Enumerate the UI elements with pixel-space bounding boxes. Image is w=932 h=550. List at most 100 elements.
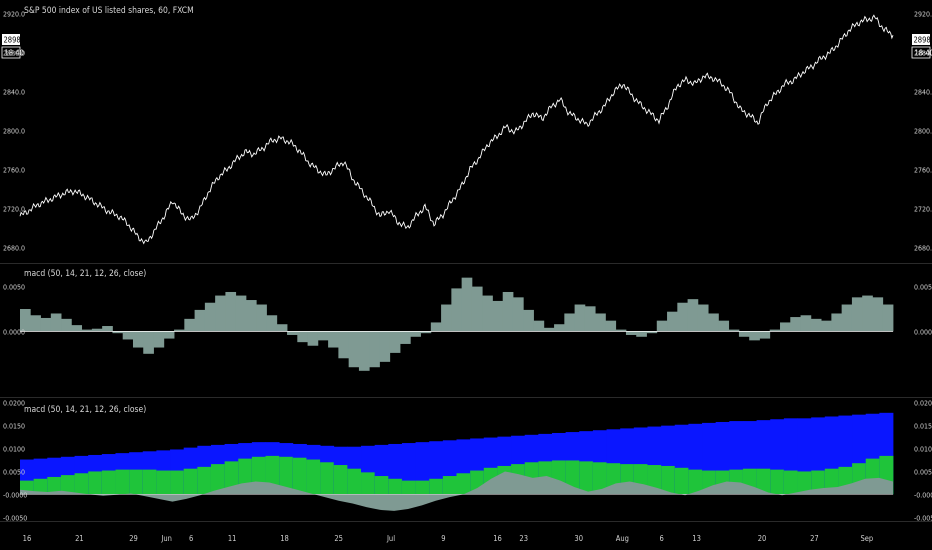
macd-bar[interactable] bbox=[554, 324, 565, 332]
green-band-step[interactable] bbox=[115, 469, 130, 495]
macd-bar[interactable] bbox=[759, 331, 771, 339]
macd-bar[interactable] bbox=[851, 297, 863, 332]
price-pane[interactable] bbox=[19, 14, 894, 245]
green-band-step[interactable] bbox=[415, 480, 430, 495]
time-axis[interactable]: 16 21 29 Jun 6 11 18 25 Jul 9 16 23 30 Aug 6 13 20 27 Sep bbox=[23, 534, 873, 543]
macd-bar[interactable] bbox=[677, 302, 688, 332]
macd-bar[interactable] bbox=[71, 325, 83, 332]
green-band-step[interactable] bbox=[279, 456, 294, 495]
green-band-step[interactable] bbox=[197, 466, 212, 495]
macd-bar[interactable] bbox=[143, 331, 154, 354]
macd-bar[interactable] bbox=[872, 297, 884, 332]
macd-bar[interactable] bbox=[204, 302, 216, 332]
green-band-step[interactable] bbox=[770, 469, 785, 495]
macd-bar[interactable] bbox=[471, 286, 483, 332]
macd-bar[interactable] bbox=[61, 318, 72, 332]
green-band-step[interactable] bbox=[756, 468, 771, 495]
macd-bar[interactable] bbox=[749, 331, 760, 341]
macd-bar[interactable] bbox=[502, 291, 514, 332]
green-band-step[interactable] bbox=[456, 473, 471, 495]
macd-bar[interactable] bbox=[245, 300, 257, 332]
macd-bar[interactable] bbox=[215, 295, 226, 332]
macd-bar[interactable] bbox=[122, 331, 134, 340]
macd-bar[interactable] bbox=[451, 288, 463, 332]
green-band-step[interactable] bbox=[797, 471, 812, 495]
macd-bar[interactable] bbox=[225, 291, 237, 332]
macd-bar[interactable] bbox=[636, 331, 647, 337]
green-band-step[interactable] bbox=[401, 480, 416, 495]
macd-bar[interactable] bbox=[266, 315, 278, 332]
macd-bar[interactable] bbox=[50, 313, 62, 332]
macd-bar[interactable] bbox=[358, 331, 370, 371]
macd-bar[interactable] bbox=[543, 327, 555, 332]
macd-bar[interactable] bbox=[533, 320, 545, 332]
green-band-step[interactable] bbox=[361, 472, 376, 495]
green-band-step[interactable] bbox=[292, 457, 307, 495]
macd-bar[interactable] bbox=[523, 309, 534, 332]
green-band-step[interactable] bbox=[674, 467, 689, 495]
macd-bar[interactable] bbox=[625, 331, 637, 335]
macd-bar[interactable] bbox=[20, 309, 31, 332]
green-band-step[interactable] bbox=[47, 476, 62, 495]
macd-histogram-pane[interactable] bbox=[20, 277, 894, 371]
macd-bar[interactable] bbox=[512, 297, 524, 332]
macd-bar[interactable] bbox=[153, 331, 165, 348]
macd-bar[interactable] bbox=[780, 322, 791, 332]
macd-bar[interactable] bbox=[30, 315, 41, 332]
green-band-step[interactable] bbox=[579, 461, 594, 495]
macd-bar[interactable] bbox=[235, 295, 247, 332]
macd-bar[interactable] bbox=[256, 304, 267, 332]
green-band-step[interactable] bbox=[429, 478, 444, 495]
green-band-step[interactable] bbox=[60, 475, 75, 495]
green-band-step[interactable] bbox=[333, 465, 348, 495]
macd-bar[interactable] bbox=[430, 322, 442, 332]
macd-bar[interactable] bbox=[287, 331, 298, 335]
macd-bar[interactable] bbox=[369, 331, 380, 368]
macd-bar[interactable] bbox=[184, 318, 195, 332]
macd-bar[interactable] bbox=[348, 331, 360, 368]
macd-bar[interactable] bbox=[441, 304, 452, 332]
macd-bar[interactable] bbox=[379, 331, 391, 362]
macd-bar[interactable] bbox=[174, 329, 185, 332]
macd-bar[interactable] bbox=[194, 309, 206, 332]
macd-bar[interactable] bbox=[276, 324, 288, 332]
macd-bar[interactable] bbox=[831, 313, 843, 332]
macd-bar[interactable] bbox=[91, 328, 103, 332]
green-band-step[interactable] bbox=[442, 476, 457, 495]
green-band-step[interactable] bbox=[183, 468, 198, 495]
green-band-step[interactable] bbox=[783, 470, 798, 495]
macd-bar[interactable] bbox=[862, 295, 873, 332]
macd-bar[interactable] bbox=[821, 320, 832, 332]
macd-bar[interactable] bbox=[667, 311, 678, 332]
macd-bar[interactable] bbox=[615, 329, 627, 332]
macd-bar[interactable] bbox=[102, 326, 113, 332]
macd-bar[interactable] bbox=[687, 299, 699, 332]
macd-bar[interactable] bbox=[317, 331, 329, 341]
green-band-step[interactable] bbox=[101, 470, 116, 495]
green-band-step[interactable] bbox=[388, 478, 403, 495]
green-band-step[interactable] bbox=[661, 465, 676, 495]
macd-bar[interactable] bbox=[461, 277, 473, 332]
macd-bar[interactable] bbox=[400, 331, 411, 344]
macd-bar[interactable] bbox=[112, 331, 124, 334]
green-band-step[interactable] bbox=[374, 476, 389, 495]
green-band-step[interactable] bbox=[33, 478, 48, 495]
green-band-step[interactable] bbox=[170, 470, 185, 495]
macd-bar[interactable] bbox=[841, 304, 853, 332]
macd-bar[interactable] bbox=[790, 317, 801, 332]
macd-bar[interactable] bbox=[482, 295, 493, 332]
green-band-step[interactable] bbox=[320, 462, 335, 495]
macd-bar[interactable] bbox=[410, 331, 421, 337]
macd-bar[interactable] bbox=[81, 329, 93, 332]
macd-bar[interactable] bbox=[420, 331, 432, 334]
macd-bar[interactable] bbox=[728, 329, 740, 332]
macd-bar[interactable] bbox=[697, 304, 709, 332]
macd-bar[interactable] bbox=[338, 331, 350, 359]
macd-bar[interactable] bbox=[605, 320, 617, 332]
macd-bar[interactable] bbox=[163, 331, 175, 339]
green-band-step[interactable] bbox=[129, 469, 144, 495]
green-band-step[interactable] bbox=[142, 469, 157, 495]
macd-bar[interactable] bbox=[738, 331, 750, 337]
green-band-step[interactable] bbox=[74, 473, 89, 495]
macd-bar[interactable] bbox=[595, 313, 606, 332]
